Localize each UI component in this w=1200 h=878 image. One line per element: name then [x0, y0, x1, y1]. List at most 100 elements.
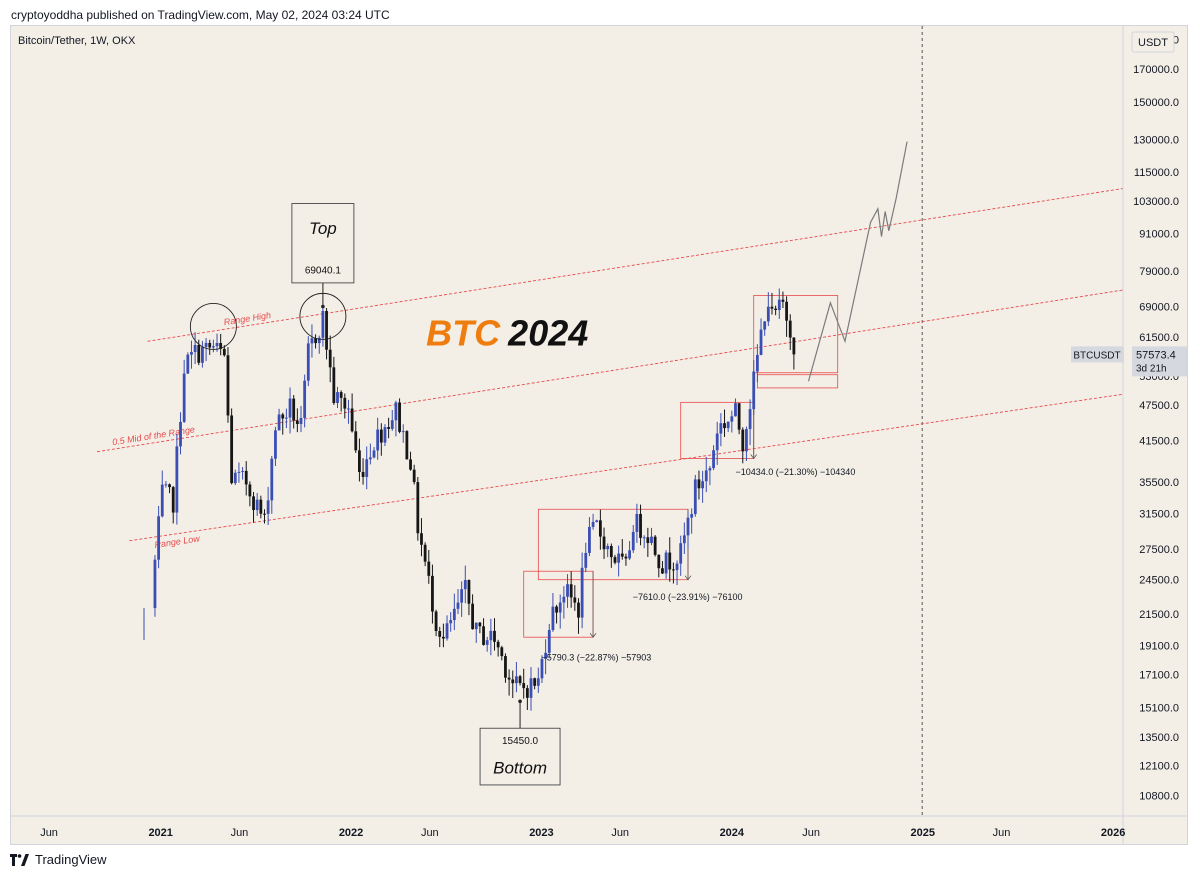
candle	[281, 412, 285, 435]
candle-body	[755, 354, 759, 372]
candle	[504, 653, 507, 683]
price-tag: 57573.4	[1136, 349, 1176, 361]
candle-body	[186, 354, 190, 374]
candle-body	[752, 371, 756, 410]
top-circle-1	[189, 303, 237, 350]
candle-body	[317, 337, 321, 344]
candle	[277, 408, 281, 431]
candle-body	[179, 421, 182, 447]
candle	[664, 550, 668, 579]
candle	[788, 314, 792, 350]
candle	[734, 398, 737, 417]
candle-body	[412, 469, 416, 483]
candle	[241, 467, 244, 480]
candle-body	[777, 299, 781, 311]
candle	[368, 443, 372, 465]
candle	[423, 542, 427, 567]
candle-body	[485, 640, 489, 645]
measure-arrow-2-arrowhead	[684, 575, 692, 581]
candle-body	[303, 380, 307, 418]
candle	[558, 594, 562, 629]
candle	[657, 554, 661, 578]
candle	[219, 333, 223, 356]
candle-body	[390, 420, 394, 429]
candle-body	[284, 417, 288, 419]
candle	[752, 360, 756, 416]
y-tick-label: 130000.0	[1133, 135, 1179, 147]
candle-body	[471, 603, 474, 630]
candle	[252, 491, 255, 523]
candle	[518, 674, 522, 686]
candle	[741, 427, 745, 464]
candle-body	[745, 429, 748, 452]
candle	[398, 398, 401, 434]
y-tick-label: 17100.0	[1139, 670, 1179, 682]
x-tick-label: 2025	[910, 827, 934, 839]
candle	[445, 615, 449, 641]
candle	[237, 462, 241, 483]
tradingview-logo-icon	[10, 853, 29, 866]
candle-body	[584, 552, 588, 568]
candle	[193, 332, 197, 365]
chart-frame[interactable]: Range High 0.5 Mid of the Range Range Low …	[10, 25, 1188, 845]
candle-body	[723, 423, 726, 429]
candle-body	[354, 431, 358, 451]
y-tick-label: 27500.0	[1139, 544, 1179, 556]
candle-body	[438, 631, 442, 637]
x-tick-label: 2023	[529, 827, 553, 839]
candle-body	[230, 415, 234, 484]
candle	[164, 481, 168, 488]
x-tick-label: Jun	[802, 827, 820, 839]
candle-body	[255, 499, 259, 511]
candle	[467, 579, 471, 616]
candle-body	[460, 589, 464, 603]
measure-arrow-1-arrowhead	[589, 632, 597, 638]
y-tick-label: 150000.0	[1133, 97, 1179, 109]
candle-body	[248, 484, 252, 497]
candle	[577, 598, 580, 634]
candle-body	[222, 348, 226, 356]
candle-body	[591, 521, 595, 527]
candle-body	[672, 569, 675, 571]
candle-body	[263, 513, 266, 515]
y-tick-label: 35500.0	[1139, 477, 1179, 489]
range-mid-line	[96, 289, 1124, 453]
candle-body	[719, 423, 723, 434]
candle-body	[540, 658, 544, 679]
candle-body	[226, 355, 230, 416]
candle-body	[420, 533, 423, 545]
candle-body	[431, 575, 434, 612]
candle-body	[748, 409, 752, 430]
candle-body	[445, 623, 449, 639]
candle-body	[500, 647, 504, 657]
candle-body	[536, 678, 540, 686]
candle-body	[642, 537, 646, 539]
price-tag-box	[1132, 346, 1187, 377]
candle-body	[598, 520, 602, 537]
candle	[409, 451, 412, 471]
range-high-label: Range High	[223, 310, 272, 327]
candle-body	[693, 479, 697, 515]
candle	[493, 618, 496, 651]
candle	[591, 513, 595, 530]
candle-body	[288, 398, 292, 418]
candle	[522, 668, 526, 699]
candle	[763, 320, 767, 336]
candle	[211, 339, 215, 353]
candle-body	[675, 563, 679, 570]
candle	[317, 335, 321, 354]
candle	[719, 413, 723, 447]
candle-body	[310, 338, 314, 344]
projection-path	[807, 141, 908, 382]
candle	[390, 410, 394, 431]
candle	[701, 470, 705, 503]
currency-button[interactable]: USDT	[1138, 37, 1168, 49]
candle-body	[664, 552, 668, 574]
candle	[631, 524, 635, 553]
candle-body	[734, 403, 737, 417]
candle-body	[588, 526, 591, 553]
x-tick-label: 2024	[720, 827, 745, 839]
top-label: Top	[309, 219, 337, 238]
candle	[730, 410, 734, 433]
